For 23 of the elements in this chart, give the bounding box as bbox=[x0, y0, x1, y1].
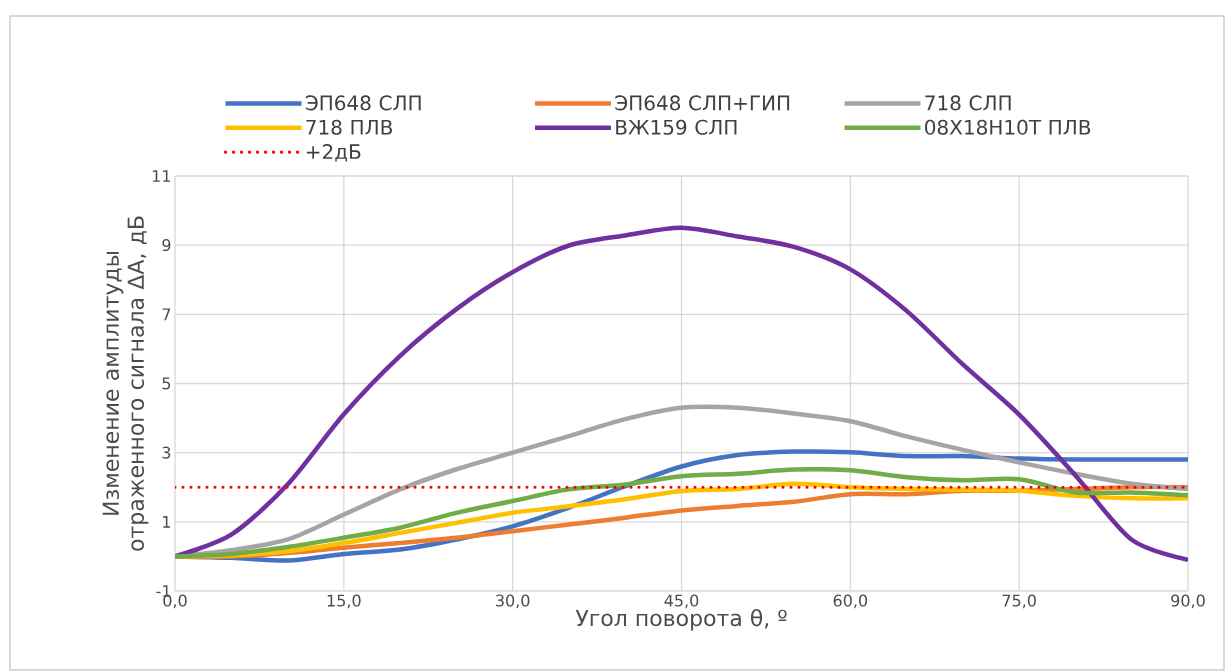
legend-label: 718 СЛП bbox=[925, 95, 1011, 111]
legend-label: ЭП648 СЛП bbox=[305, 95, 421, 111]
y-tick-label: 7 bbox=[162, 308, 171, 321]
y-tick-label: 1 bbox=[163, 515, 171, 528]
y-tick-label: 11 bbox=[152, 170, 171, 182]
x-tick-label: 45,0 bbox=[664, 594, 699, 609]
y-tick-label: 9 bbox=[162, 239, 171, 252]
legend-label: 08Х18Н10Т ПЛВ bbox=[925, 119, 1091, 135]
x-axis-title: Угол поворота θ, º bbox=[575, 609, 787, 631]
line-series bbox=[175, 467, 1188, 559]
legend-label: 718 ПЛВ bbox=[306, 119, 392, 135]
y-tick-label: 3 bbox=[162, 446, 171, 459]
y-tick-label: 5 bbox=[162, 377, 171, 390]
line-series bbox=[175, 225, 1188, 563]
x-tick-label: 75,0 bbox=[1002, 594, 1036, 609]
x-tick-label: 30,0 bbox=[496, 594, 530, 609]
y-axis-title: Изменение амплитуды отраженного сигнала ΔА, дБ bbox=[102, 216, 149, 551]
x-tick-label: 90,0 bbox=[1171, 594, 1205, 609]
x-tick-label: 60,0 bbox=[833, 594, 868, 609]
legend-label: +2дБ bbox=[306, 144, 361, 162]
legend-label: ЭП648 СЛП+ГИП bbox=[615, 95, 790, 111]
x-tick-label: 15,0 bbox=[327, 594, 361, 609]
legend-label: ВЖ159 СЛП bbox=[616, 119, 737, 135]
